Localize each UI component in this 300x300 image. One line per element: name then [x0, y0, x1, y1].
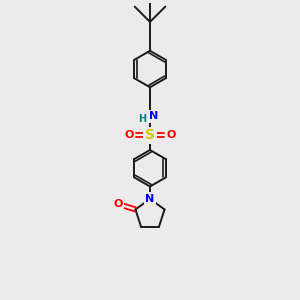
Text: O: O	[113, 199, 122, 208]
Text: O: O	[124, 130, 134, 140]
Text: N: N	[146, 194, 154, 204]
Text: N: N	[149, 111, 158, 122]
Text: S: S	[145, 128, 155, 142]
Text: H: H	[138, 114, 146, 124]
Text: O: O	[167, 130, 176, 140]
Text: N: N	[146, 194, 154, 204]
